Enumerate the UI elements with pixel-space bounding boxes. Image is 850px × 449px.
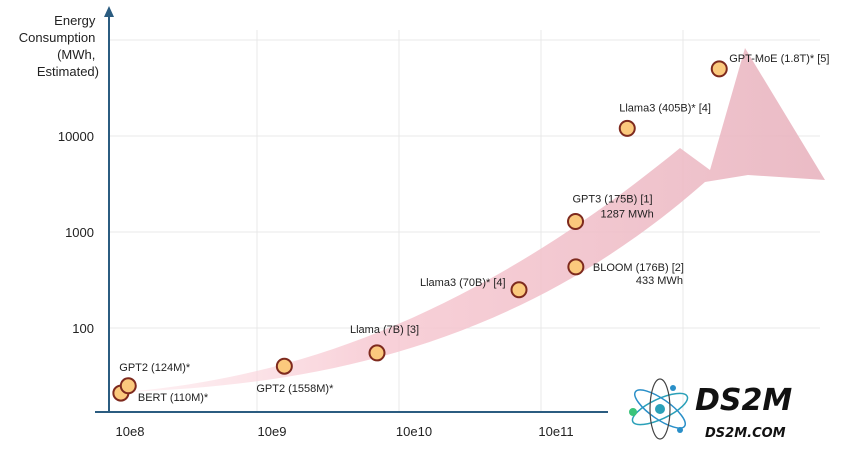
x-tick-label: 10e8 <box>116 424 145 439</box>
y-axis-title-line: (MWh, <box>57 47 95 62</box>
atom-icon <box>629 378 689 440</box>
y-axis-title-line: Energy <box>54 13 96 28</box>
data-point-marker <box>567 258 585 276</box>
axis-ticks: 10e8 10e9 10e10 10e11 100 1000 10000 <box>58 129 574 439</box>
data-points: BERT (110M)* GPT2 (124M)* GPT2 (1558M)* Lla… <box>112 53 829 404</box>
data-point-marker <box>119 377 137 395</box>
data-point-marker <box>368 344 386 362</box>
y-tick-label: 10000 <box>58 129 94 144</box>
y-axis-title: Energy Consumption (MWh, Estimated) <box>19 13 99 79</box>
x-tick-label: 10e9 <box>258 424 287 439</box>
x-tick-label: 10e11 <box>538 424 573 439</box>
x-tick-label: 10e10 <box>396 424 432 439</box>
data-point-sublabel: 433 MWh <box>636 275 683 287</box>
data-point-label: GPT2 (1558M)* <box>256 383 334 395</box>
data-point-marker <box>567 212 585 230</box>
data-point-label: GPT2 (124M)* <box>119 362 191 374</box>
trend-arrow <box>125 48 825 392</box>
logo-name: DS2M <box>695 383 792 418</box>
ds2m-logo: DS2M DS2M.COM <box>629 378 792 441</box>
logo-url: DS2M.COM <box>705 426 786 441</box>
data-point-label: BERT (110M)* <box>138 392 209 404</box>
data-point-label: GPT3 (175B) [1] <box>573 193 653 205</box>
data-point-label: GPT-MoE (1.8T)* [5] <box>729 53 829 65</box>
data-point-marker <box>275 357 293 375</box>
data-point-label: Llama3 (70B)* [4] <box>420 277 506 289</box>
data-point-label: Llama (7B) [3] <box>350 324 419 336</box>
data-point-sublabel: 1287 MWh <box>601 208 654 220</box>
y-axis-title-line: Consumption <box>19 30 96 45</box>
y-tick-label: 100 <box>72 321 94 336</box>
data-point-marker <box>510 281 528 299</box>
y-axis <box>104 6 114 412</box>
data-point-marker <box>618 119 636 137</box>
grid-lines <box>109 30 820 412</box>
data-point-label: BLOOM (176B) [2] <box>593 262 684 274</box>
data-point-label: Llama3 (405B)* [4] <box>619 102 711 114</box>
y-tick-label: 1000 <box>65 225 94 240</box>
y-axis-title-line: Estimated) <box>37 64 99 79</box>
data-point-marker <box>710 60 728 78</box>
